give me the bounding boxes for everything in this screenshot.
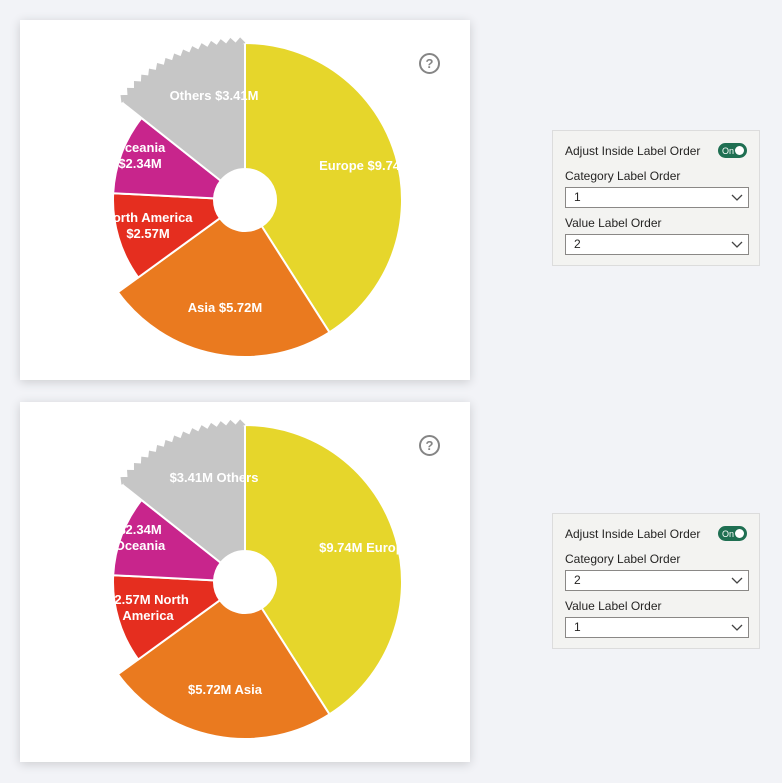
data-label-others: $3.41M Others — [170, 470, 259, 485]
data-label-asia: $5.72M Asia — [188, 682, 263, 697]
pie-chart-card-bottom: $9.74M Europe $5.72M Asia $2.57M North Amer… — [20, 402, 470, 762]
category-label-order-value: 1 — [574, 190, 581, 204]
pie-chart-card-top: Europe $9.74M Asia $5.72M North America $2.… — [20, 20, 470, 380]
adjust-label-order-toggle[interactable]: On — [718, 143, 747, 158]
slice-north-america[interactable] — [112, 574, 222, 661]
slice-oceania[interactable] — [112, 498, 223, 582]
data-label-asia: Asia $5.72M — [188, 300, 262, 315]
slice-asia[interactable] — [116, 598, 331, 740]
data-label-others: Others $3.41M — [170, 88, 259, 103]
value-label-order-label: Value Label Order — [565, 216, 662, 230]
toggle-knob — [735, 146, 744, 155]
data-label-north-america: North America $2.57M — [103, 210, 193, 241]
value-label-order-select[interactable]: 1 — [565, 617, 749, 638]
slice-oceania[interactable] — [112, 116, 223, 200]
category-label-order-label: Category Label Order — [565, 169, 681, 183]
slice-asia[interactable] — [116, 216, 331, 358]
label-order-panel-bottom: Adjust Inside Label Order On Category La… — [552, 513, 760, 649]
data-label-north-america: $2.57M North America — [107, 592, 189, 623]
data-label-europe: Europe $9.74M — [319, 158, 411, 173]
value-label-order-value: 1 — [574, 620, 581, 634]
slice-others-serrated-edge — [120, 37, 246, 103]
chevron-down-icon — [731, 577, 743, 584]
help-icon[interactable]: ? — [419, 53, 440, 74]
pie-chart-bottom: $9.74M Europe $5.72M Asia $2.57M North Amer… — [107, 419, 411, 740]
toggle-label: On — [722, 145, 735, 156]
chevron-down-icon — [731, 194, 743, 201]
category-label-order-select[interactable]: 2 — [565, 570, 749, 591]
adjust-label-order-toggle[interactable]: On — [718, 526, 747, 541]
value-label-order-value: 2 — [574, 237, 581, 251]
value-label-order-select[interactable]: 2 — [565, 234, 749, 255]
data-label-europe: $9.74M Europe — [319, 540, 411, 555]
value-label-order-label: Value Label Order — [565, 599, 662, 613]
category-label-order-label: Category Label Order — [565, 552, 681, 566]
category-label-order-select[interactable]: 1 — [565, 187, 749, 208]
chevron-down-icon — [731, 624, 743, 631]
pie-chart-top: Europe $9.74M Asia $5.72M North America $2.… — [103, 37, 411, 358]
slice-north-america[interactable] — [112, 192, 222, 279]
panel-title: Adjust Inside Label Order — [565, 144, 701, 158]
slice-others-serrated-edge — [120, 419, 246, 485]
help-icon[interactable]: ? — [419, 435, 440, 456]
category-label-order-value: 2 — [574, 573, 581, 587]
toggle-knob — [735, 529, 744, 538]
data-label-oceania: Oceania $2.34M — [115, 140, 166, 171]
label-order-panel-top: Adjust Inside Label Order On Category La… — [552, 130, 760, 266]
panel-title: Adjust Inside Label Order — [565, 527, 701, 541]
chevron-down-icon — [731, 241, 743, 248]
data-label-oceania: $2.34M Oceania — [115, 522, 166, 553]
toggle-label: On — [722, 528, 735, 539]
